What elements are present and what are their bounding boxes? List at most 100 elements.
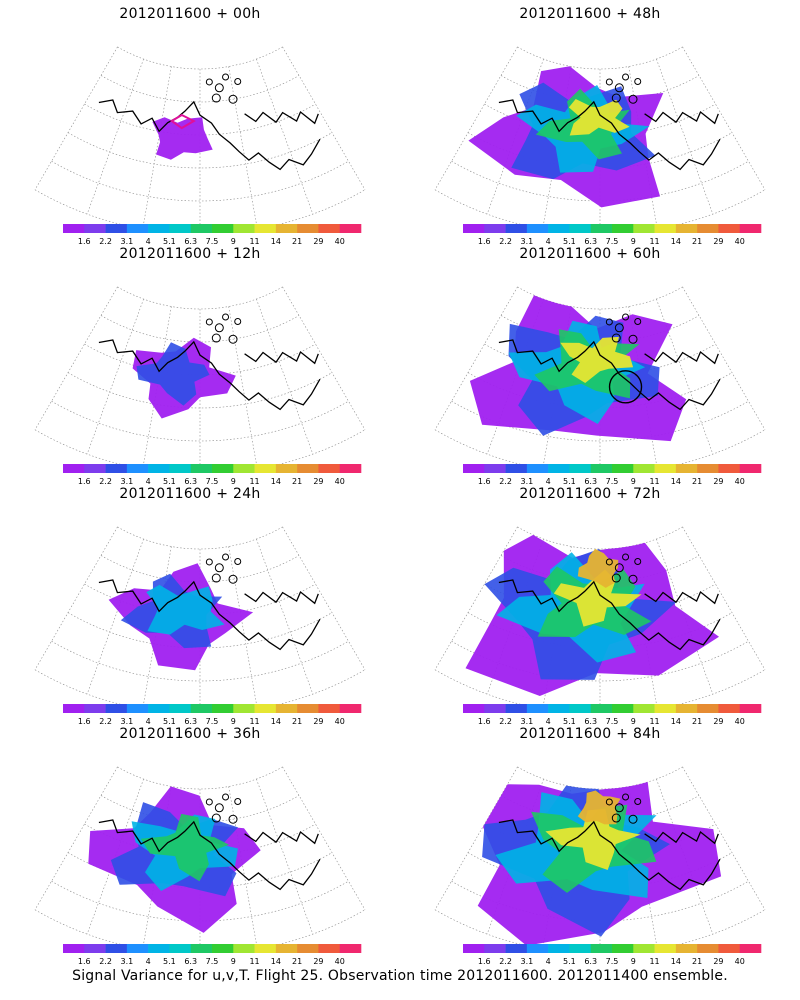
colorbar-swatch [633,944,655,953]
longitude-line [656,538,714,695]
field-contour [136,342,210,406]
longitude-line [656,778,714,935]
colorbar-swatch [526,704,549,713]
verification-region-marker [608,370,643,404]
colorbar-label: 11 [249,957,259,966]
latitude-line [434,669,766,704]
colorbar-label: 11 [649,477,659,486]
colorbar-swatch [590,224,613,233]
colorbar-label: 7.5 [606,237,619,246]
colorbar-swatch [339,464,362,473]
colorbar-swatch [254,944,277,953]
colorbar-swatch [654,224,677,233]
colorbar-swatch [675,944,698,953]
colorbar-swatch [190,704,213,713]
latitude-line [117,526,283,550]
colorbar-swatch [84,464,106,473]
colorbar-swatch [633,224,655,233]
latitude-line [434,429,766,464]
colorbar-swatch [569,224,592,233]
colorbar-label: 7.5 [206,957,219,966]
colorbar-label: 2.2 [99,237,112,246]
panel-title: 2012011600 + 24h [119,486,261,502]
forecast-map [34,526,366,704]
colorbar-label: 14 [671,717,681,726]
colorbar-label: 21 [292,957,302,966]
colorbar-swatch [484,704,506,713]
colorbar-label: 40 [335,957,345,966]
graticule [34,286,366,464]
longitude-line [34,286,118,430]
colorbar-label: 4 [146,717,151,726]
colorbar: 1.6 2.2 3.1 4 5.1 6.3 7.5 9 11 14 21 29 40 [63,464,362,486]
colorbar-label: 11 [649,237,659,246]
colorbar-swatch [548,464,570,473]
colorbar-label: 5.1 [563,717,576,726]
colorbar-label: 9 [231,237,236,246]
longitude-line [628,786,657,944]
variance-field [108,563,254,671]
longitude-line [86,58,144,215]
colorbar-label: 14 [671,477,681,486]
colorbar-swatch [484,224,506,233]
colorbar-swatch [318,944,341,953]
colorbar-swatch [633,464,655,473]
colorbar-swatch [63,704,85,713]
colorbar-label: 9 [231,717,236,726]
colorbar-label: 1.6 [78,237,91,246]
colorbar-label: 21 [692,477,702,486]
colorbar-label: 1.6 [478,717,491,726]
colorbar-label: 5.1 [563,477,576,486]
field-contour [146,584,225,635]
colorbar-swatch [63,944,85,953]
latitude-line [67,852,333,889]
figure-caption: Signal Variance for u,v,T. Flight 25. Ob… [72,968,728,984]
longitude-line [656,298,714,455]
colorbar-swatch [105,224,128,233]
colorbar-swatch [612,464,634,473]
colorbar-swatch [318,224,341,233]
colorbar-label: 5.1 [163,237,176,246]
colorbar-label: 4 [546,717,551,726]
panel-title: 2012011600 + 36h [119,726,261,742]
colorbar-label: 29 [713,477,723,486]
longitude-line [228,546,257,704]
latitude-line [34,189,366,224]
field-contour [545,808,641,870]
colorbar-label: 21 [292,477,302,486]
colorbar-swatch [697,704,719,713]
field-contour [140,813,230,882]
coastline [498,73,721,171]
colorbar-swatch [718,224,741,233]
longitude-line [143,66,172,224]
latitude-line [51,640,349,682]
colorbar-swatch [233,464,255,473]
colorbar-swatch [190,224,213,233]
colorbar-label: 14 [271,237,281,246]
colorbar-label: 21 [292,237,302,246]
longitude-line [282,286,366,430]
longitude-line [682,286,766,430]
colorbar-swatch [126,464,149,473]
colorbar-label: 3.1 [120,957,133,966]
forecast-map [434,286,766,464]
colorbar-label: 3.1 [520,237,533,246]
colorbar-swatch [548,704,570,713]
colorbar-swatch [148,224,170,233]
colorbar-label: 5.1 [163,477,176,486]
colorbar-label: 29 [713,717,723,726]
longitude-line [282,766,366,910]
colorbar-label: 40 [735,477,745,486]
colorbar-label: 29 [313,957,323,966]
field-contour [152,117,213,160]
colorbar-label: 21 [692,237,702,246]
colorbar-swatch [190,944,213,953]
colorbar-swatch [526,224,549,233]
colorbar-label: 7.5 [606,717,619,726]
colorbar-label: 5.1 [563,957,576,966]
longitude-line [543,306,572,464]
colorbar-swatch [148,464,170,473]
colorbar-swatch [569,464,592,473]
latitude-line [67,132,333,169]
colorbar-swatch [654,464,677,473]
